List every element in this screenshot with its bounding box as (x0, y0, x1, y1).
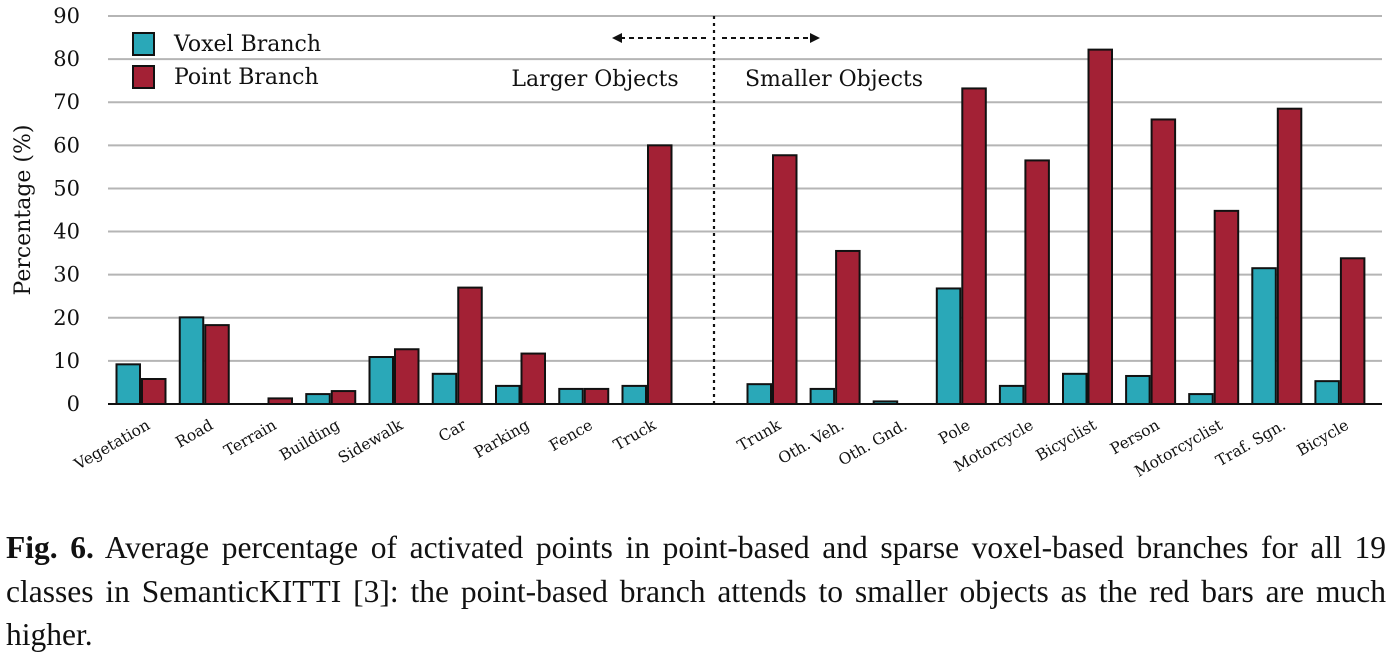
gridlines (108, 15, 1382, 362)
bar-point (520, 352, 546, 405)
bar-voxel (431, 372, 458, 406)
y-tick-labels: 0 10 20 30 40 50 60 70 80 90 (53, 4, 80, 416)
x-tick-label: Oth. Veh. (775, 416, 847, 468)
bar-point (835, 249, 861, 405)
x-tick-label: Trunk (734, 416, 784, 455)
bar-voxel (1251, 267, 1277, 406)
legend-swatch-point (132, 65, 155, 89)
bar-point (330, 390, 357, 406)
bar-voxel (809, 387, 836, 405)
bar-voxel (115, 363, 141, 405)
legend: Voxel Branch Point Branch (132, 32, 321, 90)
caption-label: Fig. 6. (6, 530, 94, 565)
bar-voxel (495, 384, 521, 406)
bar-chart: 0 10 20 30 40 50 60 70 80 90 Percentage (%) Veget… (11, 4, 1382, 481)
y-tick-label: 50 (53, 176, 80, 200)
x-tick-label: Fence (546, 416, 596, 455)
caption-text: Average percentage of activated points i… (6, 530, 1387, 652)
x-tick-label: Building (277, 416, 343, 465)
bar-point (772, 154, 798, 405)
x-tick-label: Vegetation (70, 416, 153, 474)
bar-voxel (178, 316, 205, 406)
y-tick-label: 0 (67, 392, 80, 416)
y-tick-label: 20 (53, 306, 80, 330)
legend-label-point: Point Branch (174, 65, 319, 90)
x-tick-label: Truck (610, 416, 659, 455)
bar-voxel (621, 384, 647, 406)
bar-voxel (558, 387, 584, 405)
y-tick-label: 90 (53, 4, 80, 28)
larger-objects-label: Larger Objects (511, 67, 678, 92)
bar-voxel (746, 383, 772, 405)
bar-point (1339, 257, 1366, 406)
smaller-objects-label: Smaller Objects (745, 67, 923, 92)
x-tick-label: Parking (471, 416, 533, 462)
y-tick-label: 70 (53, 90, 80, 114)
y-tick-label: 80 (53, 47, 80, 71)
bar-voxel (1125, 374, 1151, 406)
legend-swatch-voxel (132, 32, 155, 56)
bar-voxel (305, 393, 331, 405)
bars (115, 48, 1366, 406)
legend-label-voxel: Voxel Branch (173, 32, 321, 57)
bar-point (1213, 209, 1240, 405)
y-tick-label: 40 (53, 220, 80, 244)
bar-point (141, 377, 167, 405)
bar-voxel (1314, 380, 1340, 406)
bar-voxel (1062, 372, 1088, 406)
x-tick-label: Oth. Gnd. (835, 416, 910, 470)
bar-voxel (368, 356, 394, 405)
y-axis-label: Percentage (%) (11, 125, 36, 296)
bar-voxel (935, 287, 962, 405)
bar-point (1087, 48, 1113, 405)
x-tick-label: Bicyclist (1033, 415, 1100, 464)
bar-point (204, 324, 230, 405)
bar-point (1024, 159, 1050, 405)
y-tick-label: 60 (53, 133, 80, 157)
x-tick-label: Sidewalk (335, 416, 406, 468)
x-tick-label: Road (172, 416, 216, 452)
x-tick-label: Bicycle (1294, 416, 1352, 460)
bar-point (1150, 118, 1177, 405)
x-tick-label: Car (436, 416, 470, 446)
bar-point (1276, 107, 1303, 405)
bar-voxel (998, 384, 1025, 406)
x-tick-label: Pole (935, 416, 973, 448)
bar-point (457, 286, 483, 406)
bar-point (961, 87, 987, 405)
bar-voxel (1188, 393, 1214, 405)
y-tick-label: 10 (53, 349, 80, 373)
figure-caption: Fig. 6. Average percentage of activated … (6, 526, 1386, 657)
bar-point (647, 144, 673, 405)
x-tick-label: Terrain (221, 416, 280, 460)
bar-point (583, 387, 610, 405)
x-tick-label: Traf. Sgn. (1213, 416, 1289, 470)
y-tick-label: 30 (53, 263, 80, 287)
bar-point (394, 348, 420, 406)
